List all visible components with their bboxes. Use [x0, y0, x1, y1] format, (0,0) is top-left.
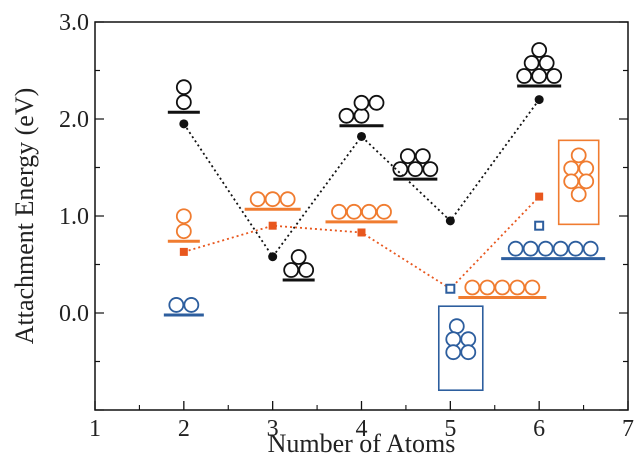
orange-box	[557, 139, 600, 226]
y-tick-label: 0.0	[59, 301, 89, 327]
cluster-atom	[376, 203, 392, 220]
data-point	[534, 95, 544, 105]
cluster-atom	[563, 160, 580, 177]
data-point	[179, 119, 189, 129]
cluster-atom	[422, 161, 439, 178]
x-axis-label: Number of Atoms	[268, 429, 456, 458]
data-point	[445, 283, 456, 294]
series-line	[183, 99, 540, 259]
cluster-5-trapezoid	[392, 148, 439, 178]
data-point	[445, 216, 455, 226]
x-tick-label: 4	[356, 416, 368, 442]
cluster-atom	[368, 94, 385, 111]
data-point	[535, 192, 544, 201]
cluster-atom	[494, 279, 511, 296]
cluster-atom	[414, 148, 431, 165]
cluster-6-boxed	[557, 139, 600, 226]
cluster-atom	[524, 279, 541, 296]
cluster-atom	[507, 240, 524, 257]
cluster-4-rhombus	[338, 94, 385, 124]
axes: 1 2 3 4 5 6 7 0.0 1.0 2.0 3.0	[59, 10, 634, 442]
cluster-atom	[570, 147, 587, 164]
x-tick-label: 5	[444, 416, 456, 442]
cluster-atom	[538, 55, 555, 71]
cluster-atom	[175, 79, 192, 96]
cluster-atom	[175, 94, 192, 111]
cluster-atom	[175, 208, 192, 225]
cluster-atom	[509, 279, 526, 296]
data-point	[534, 220, 545, 231]
cluster-atom	[460, 344, 477, 361]
cluster-6-triangle	[516, 42, 563, 84]
cluster-atom	[399, 148, 416, 165]
cluster-atom	[445, 331, 462, 348]
cluster-atom	[531, 68, 548, 84]
data-point	[179, 247, 188, 256]
x-tick-label: 7	[622, 416, 634, 442]
x-tick-label: 6	[533, 416, 545, 442]
cluster-atom	[552, 240, 569, 257]
cluster-atom	[546, 68, 563, 84]
cluster-atom	[298, 262, 315, 278]
cluster-4-row	[331, 203, 392, 220]
cluster-atom	[522, 240, 539, 257]
cluster-2-row	[168, 297, 200, 313]
cluster-atom	[407, 161, 424, 178]
cluster-atom	[448, 318, 465, 335]
cluster-atom	[523, 55, 540, 71]
cluster-3-row	[249, 191, 296, 208]
cluster-atom	[567, 240, 584, 257]
x-tick-label: 1	[89, 416, 101, 442]
cluster-atom	[460, 331, 477, 348]
x-tick-label: 2	[178, 416, 190, 442]
data-point	[268, 252, 278, 262]
cluster-atom	[331, 203, 347, 220]
cluster-atom	[338, 107, 355, 124]
cluster-atom	[570, 186, 587, 203]
cluster-atom	[537, 240, 554, 257]
cluster-atom	[183, 297, 200, 313]
cluster-2-vertical	[175, 208, 192, 240]
cluster-atom	[353, 94, 370, 111]
cluster-atom	[353, 107, 370, 124]
cluster-atom	[346, 203, 362, 220]
data-point	[268, 221, 277, 230]
plot-marks	[163, 42, 606, 392]
blue-box	[437, 305, 484, 392]
cluster-5-boxed	[437, 305, 484, 392]
y-tick-label: 1.0	[59, 204, 89, 230]
cluster-5-row	[464, 279, 541, 296]
cluster-atom	[279, 191, 296, 208]
cluster-atom	[168, 297, 185, 313]
data-point	[357, 131, 366, 141]
cluster-atom	[582, 240, 599, 257]
cluster-atom	[392, 161, 409, 178]
cluster-atom	[578, 160, 595, 177]
cluster-atom	[283, 262, 300, 278]
y-axis-label: Attachment Energy (eV)	[10, 88, 39, 345]
data-point	[357, 228, 366, 237]
cluster-atom	[175, 223, 192, 240]
cluster-6-row	[507, 240, 599, 257]
cluster-atom	[290, 249, 307, 265]
cluster-2-vertical	[175, 79, 192, 111]
cluster-atom	[445, 344, 462, 361]
cluster-atom	[479, 279, 496, 296]
cluster-atom	[516, 68, 533, 84]
y-tick-label: 3.0	[59, 10, 89, 36]
cluster-atom	[361, 203, 377, 220]
y-tick-label: 2.0	[59, 107, 89, 133]
cluster-atom	[578, 173, 595, 190]
cluster-atom	[464, 279, 481, 296]
cluster-atom	[249, 191, 266, 208]
cluster-atom	[264, 191, 281, 208]
cluster-atom	[531, 42, 548, 58]
cluster-3-triangle	[283, 249, 315, 278]
x-tick-label: 3	[267, 416, 279, 442]
cluster-atom	[563, 173, 580, 190]
